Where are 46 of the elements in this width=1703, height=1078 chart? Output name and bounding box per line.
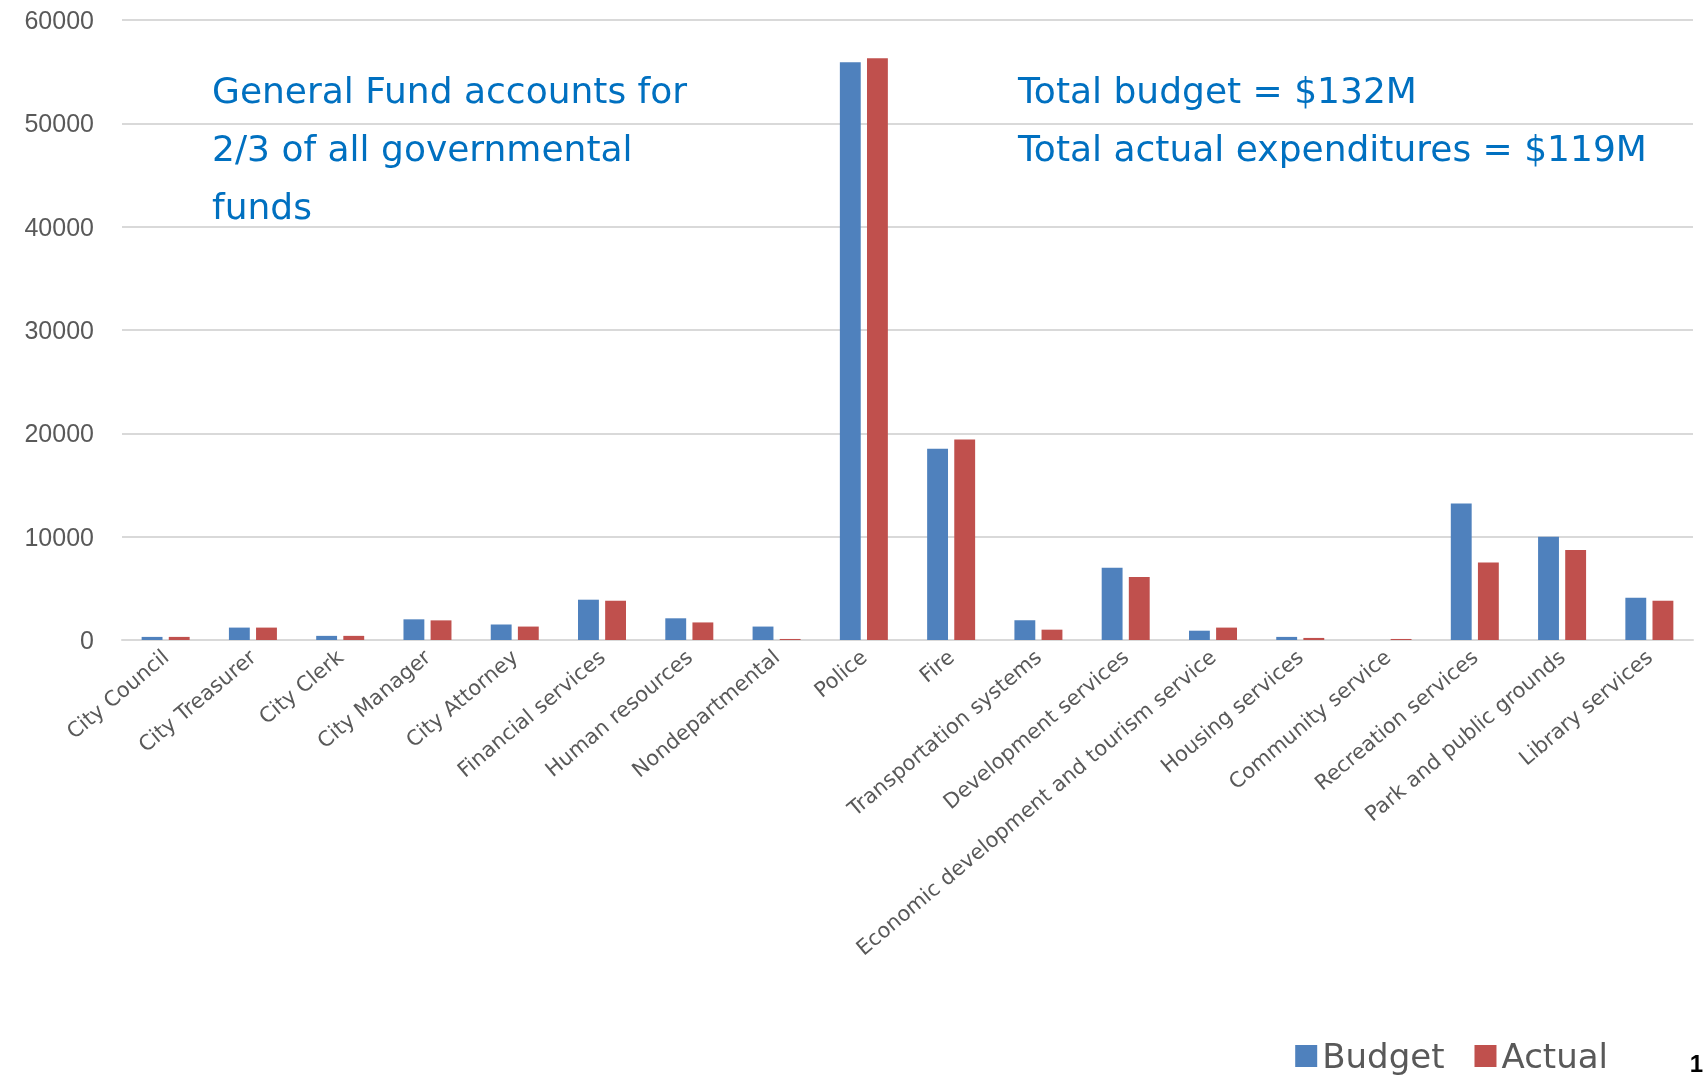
bar	[578, 599, 599, 640]
y-tick-label: 50000	[24, 109, 94, 138]
bar	[228, 627, 250, 640]
bar	[517, 626, 539, 640]
bar	[605, 600, 627, 640]
x-tick-label: Fire	[914, 644, 959, 688]
legend-label: Actual	[1501, 1036, 1608, 1076]
bar	[1188, 630, 1210, 640]
y-tick-label: 10000	[24, 522, 94, 551]
annotation: Total budget = $132M Total actual expenditures = $119M	[1018, 69, 1648, 171]
bar	[1216, 627, 1237, 640]
bar	[1041, 629, 1063, 640]
y-tick-label: 30000	[24, 316, 94, 344]
bar	[752, 626, 774, 640]
annotation: General Fund accounts for 2/3 of all governmental funds	[212, 69, 689, 229]
bar	[1303, 637, 1325, 640]
bar	[1565, 550, 1587, 640]
bar	[1625, 597, 1647, 640]
bar	[490, 624, 512, 640]
legend-label: Budget	[1322, 1036, 1445, 1076]
bar	[403, 619, 425, 640]
bar	[927, 448, 949, 640]
bar	[665, 618, 687, 640]
text: 1	[1689, 1050, 1703, 1078]
bar	[1652, 600, 1674, 640]
bar	[1101, 567, 1123, 640]
bar	[692, 622, 714, 640]
bar	[839, 62, 861, 640]
bar	[1538, 536, 1559, 640]
y-tick-label: 40000	[24, 212, 94, 241]
bar	[1128, 576, 1150, 640]
bar	[1014, 620, 1036, 640]
bar	[343, 635, 365, 640]
y-tick-label: 60000	[24, 6, 94, 34]
bar	[430, 620, 452, 640]
bar	[866, 58, 888, 640]
bar	[1477, 562, 1499, 640]
bar	[141, 636, 163, 640]
bar	[954, 439, 976, 640]
bar	[316, 635, 338, 640]
bar	[168, 636, 190, 640]
bar	[1276, 636, 1298, 640]
y-tick-label: 0	[80, 626, 94, 654]
bar	[1450, 503, 1472, 640]
y-tick-label: 20000	[24, 419, 94, 448]
bar	[256, 627, 277, 640]
